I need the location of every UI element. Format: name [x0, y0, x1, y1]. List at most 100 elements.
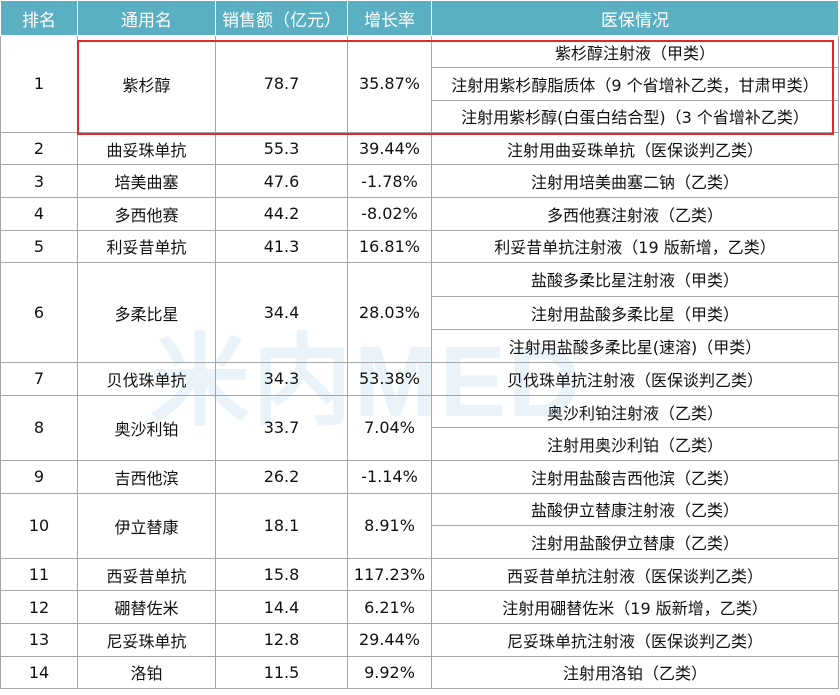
header-rank: 排名 [0, 0, 78, 36]
table-row: 注射用盐酸伊立替康（乙类） [1, 525, 839, 559]
sales-cell: 55.3 [215, 131, 348, 166]
insurance-cell: 注射用硼替佐米（19 版新增，乙类） [431, 590, 839, 624]
growth-cell: 7.04% [347, 394, 432, 461]
table-row: 注射用紫杉醇(白蛋白结合型)（3 个省增补乙类） [1, 99, 839, 133]
name-cell: 利妥昔单抗 [77, 229, 216, 264]
header-insurance: 医保情况 [431, 0, 839, 36]
table-row: 1 紫杉醇 78.7 35.87% 紫杉醇注射液（甲类） [0, 34, 839, 133]
rank-cell: 7 [0, 362, 78, 396]
sales-cell: 47.6 [215, 164, 348, 199]
growth-cell: 8.91% [347, 492, 432, 559]
insurance-cell: 紫杉醇注射液（甲类） [431, 34, 839, 69]
table-row: 12 硼替佐米 14.4 6.21% 注射用硼替佐米（19 版新增，乙类） [0, 590, 839, 624]
rank-cell: 3 [0, 164, 78, 199]
insurance-cell: 奥沙利铂注射液（乙类） [431, 394, 839, 429]
table-row: 2 曲妥珠单抗 55.3 39.44% 注射用曲妥珠单抗（医保谈判乙类） [0, 131, 839, 166]
header-sales: 销售额（亿元） [215, 0, 348, 36]
name-cell: 紫杉醇 [77, 35, 216, 133]
rank-cell: 10 [0, 492, 78, 559]
insurance-cell: 注射用奥沙利铂（乙类） [431, 427, 839, 461]
insurance-cell: 注射用曲妥珠单抗（医保谈判乙类） [431, 131, 839, 166]
sales-cell: 41.3 [215, 229, 348, 264]
table-row: 注射用盐酸多柔比星(速溶)（甲类） [1, 328, 839, 364]
table-row: 11 西妥昔单抗 15.8 117.23% 西妥昔单抗注射液（医保谈判乙类） [0, 557, 839, 592]
table-row: 6 多柔比星 34.4 28.03% 盐酸多柔比星注射液（甲类） [0, 262, 839, 364]
name-cell: 贝伐珠单抗 [77, 362, 216, 396]
sales-cell: 11.5 [215, 655, 348, 690]
table-row: 注射用紫杉醇脂质体（9 个省增补乙类，甘肃甲类） [1, 67, 839, 101]
name-cell: 西妥昔单抗 [77, 557, 216, 592]
header-growth: 增长率 [347, 0, 432, 36]
insurance-cell: 西妥昔单抗注射液（医保谈判乙类） [431, 557, 839, 592]
sales-cell: 44.2 [215, 197, 348, 231]
growth-cell: 117.23% [347, 557, 432, 592]
name-cell: 培美曲塞 [77, 164, 216, 199]
sales-cell: 18.1 [215, 492, 348, 559]
rank-cell: 13 [0, 622, 78, 657]
insurance-cell: 贝伐珠单抗注射液（医保谈判乙类） [431, 362, 839, 396]
rank-cell: 9 [0, 459, 78, 494]
table-row: 13 尼妥珠单抗 12.8 29.44% 尼妥珠单抗注射液（医保谈判乙类） [0, 622, 839, 657]
header-row: 排名 通用名 销售额（亿元） 增长率 医保情况 [0, 0, 839, 36]
table-row: 10 伊立替康 18.1 8.91% 盐酸伊立替康注射液（乙类） [0, 492, 839, 559]
name-cell: 多西他赛 [77, 197, 216, 231]
name-cell: 吉西他滨 [77, 459, 216, 494]
name-cell: 曲妥珠单抗 [77, 131, 216, 166]
insurance-cell: 盐酸伊立替康注射液（乙类） [431, 492, 839, 527]
growth-cell: 35.87% [347, 35, 432, 133]
name-cell: 硼替佐米 [77, 590, 216, 624]
insurance-cell: 注射用洛铂（乙类） [431, 655, 839, 690]
insurance-cell: 注射用培美曲塞二钠（乙类） [431, 164, 839, 199]
sales-cell: 34.3 [215, 362, 348, 396]
table-row: 8 奥沙利铂 33.7 7.04% 奥沙利铂注射液（乙类） [0, 394, 839, 461]
growth-cell: 16.81% [347, 229, 432, 264]
sales-cell: 14.4 [215, 590, 348, 624]
sales-cell: 78.7 [215, 35, 348, 133]
insurance-cell: 盐酸多柔比星注射液（甲类） [431, 262, 839, 297]
table-row: 3 培美曲塞 47.6 -1.78% 注射用培美曲塞二钠（乙类） [0, 164, 839, 199]
rank-cell: 11 [0, 557, 78, 592]
rank-cell: 1 [0, 35, 78, 133]
insurance-cell: 注射用盐酸多柔比星(速溶)（甲类） [431, 328, 839, 364]
growth-cell: 53.38% [347, 362, 432, 396]
insurance-cell: 注射用盐酸多柔比星（甲类） [431, 295, 839, 330]
name-cell: 多柔比星 [77, 262, 216, 364]
rank-cell: 6 [0, 262, 78, 364]
table-row: 7 贝伐珠单抗 34.3 53.38% 贝伐珠单抗注射液（医保谈判乙类） [0, 362, 839, 396]
insurance-cell: 利妥昔单抗注射液（19 版新增，乙类） [431, 229, 839, 264]
rank-cell: 14 [0, 655, 78, 690]
insurance-cell: 注射用紫杉醇脂质体（9 个省增补乙类，甘肃甲类） [431, 67, 839, 101]
sales-cell: 34.4 [215, 262, 348, 364]
table-row: 4 多西他赛 44.2 -8.02% 多西他赛注射液（乙类） [0, 197, 839, 231]
growth-cell: 6.21% [347, 590, 432, 624]
rank-cell: 4 [0, 197, 78, 231]
name-cell: 奥沙利铂 [77, 394, 216, 461]
insurance-cell: 尼妥珠单抗注射液（医保谈判乙类） [431, 622, 839, 657]
name-cell: 伊立替康 [77, 492, 216, 559]
growth-cell: -1.78% [347, 164, 432, 199]
sales-cell: 12.8 [215, 622, 348, 657]
name-cell: 尼妥珠单抗 [77, 622, 216, 657]
rank-cell: 2 [0, 131, 78, 166]
name-cell: 洛铂 [77, 655, 216, 690]
growth-cell: -8.02% [347, 197, 432, 231]
insurance-cell: 注射用盐酸伊立替康（乙类） [431, 525, 839, 559]
rank-cell: 8 [0, 394, 78, 461]
sales-cell: 15.8 [215, 557, 348, 592]
growth-cell: 29.44% [347, 622, 432, 657]
growth-cell: -1.14% [347, 459, 432, 494]
table-row: 14 洛铂 11.5 9.92% 注射用洛铂（乙类） [0, 655, 839, 690]
table-row: 注射用盐酸多柔比星（甲类） [1, 295, 839, 330]
growth-cell: 28.03% [347, 262, 432, 364]
insurance-cell: 注射用紫杉醇(白蛋白结合型)（3 个省增补乙类） [431, 99, 839, 133]
table-row: 9 吉西他滨 26.2 -1.14% 注射用盐酸吉西他滨（乙类） [0, 459, 839, 494]
sales-cell: 26.2 [215, 459, 348, 494]
rank-cell: 5 [0, 229, 78, 264]
header-name: 通用名 [77, 0, 216, 36]
growth-cell: 39.44% [347, 131, 432, 166]
insurance-cell: 多西他赛注射液（乙类） [431, 197, 839, 231]
rank-cell: 12 [0, 590, 78, 624]
table-row: 5 利妥昔单抗 41.3 16.81% 利妥昔单抗注射液（19 版新增，乙类） [0, 229, 839, 264]
table-row: 注射用奥沙利铂（乙类） [1, 427, 839, 461]
